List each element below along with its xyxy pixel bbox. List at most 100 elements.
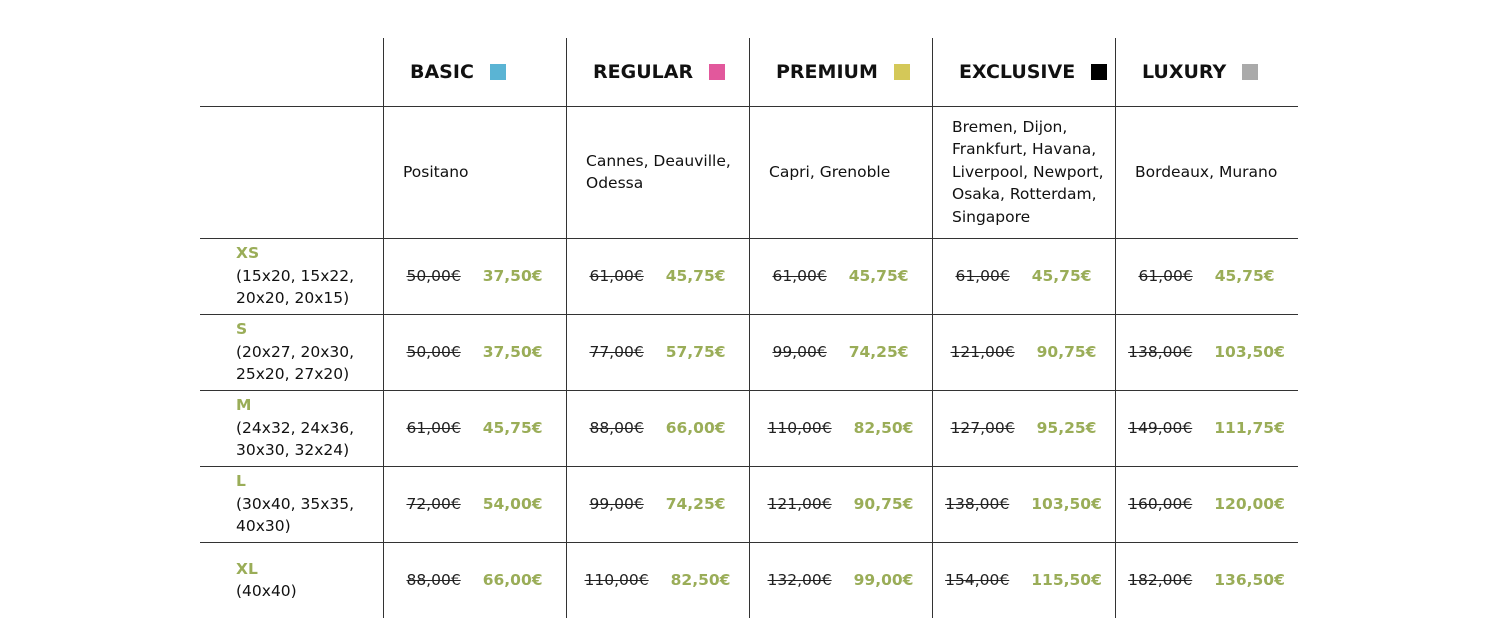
size-cell: XL (40x40)	[200, 542, 383, 618]
old-price: 61,00€	[1138, 267, 1193, 285]
new-price: 74,25€	[665, 495, 726, 513]
size-label: S	[236, 320, 248, 339]
column-name: BASIC	[410, 61, 474, 83]
price-cell: 121,00€ 90,75€	[932, 314, 1115, 390]
new-price: 95,25€	[1036, 419, 1097, 437]
old-price: 127,00€	[950, 419, 1015, 437]
color-swatch	[709, 64, 726, 80]
color-swatch	[489, 64, 506, 80]
price-cell: 61,00€ 45,75€	[566, 238, 749, 314]
size-dimensions: (40x40)	[236, 582, 297, 600]
cities: Cannes, Deauville, Odessa	[586, 151, 731, 193]
old-price: 88,00€	[589, 419, 644, 437]
price-cell: 99,00€ 74,25€	[566, 466, 749, 542]
new-price: 136,50€	[1214, 571, 1285, 589]
price-cell: 72,00€ 54,00€	[383, 466, 566, 542]
price-cell: 110,00€ 82,50€	[566, 542, 749, 618]
new-price: 54,00€	[482, 495, 543, 513]
new-price: 120,00€	[1214, 495, 1285, 513]
column-header: EXCLUSIVE	[932, 38, 1115, 106]
cities-cell: Positano	[383, 106, 566, 238]
price-cell: 138,00€ 103,50€	[932, 466, 1115, 542]
color-swatch	[893, 64, 910, 80]
old-price: 77,00€	[589, 343, 644, 361]
price-cell: 160,00€ 120,00€	[1115, 466, 1298, 542]
cities-cell: Bordeaux, Murano	[1115, 106, 1298, 238]
cities-cell: Cannes, Deauville, Odessa	[566, 106, 749, 238]
old-price: 154,00€	[945, 571, 1010, 589]
size-label: XS	[236, 244, 260, 263]
old-price: 61,00€	[406, 419, 461, 437]
new-price: 90,75€	[1036, 343, 1097, 361]
new-price: 82,50€	[670, 571, 731, 589]
old-price: 50,00€	[406, 267, 461, 285]
old-price: 61,00€	[955, 267, 1010, 285]
price-cell: 61,00€ 45,75€	[383, 390, 566, 466]
new-price: 82,50€	[853, 419, 914, 437]
new-price: 66,00€	[482, 571, 543, 589]
column-divider	[383, 38, 384, 618]
old-price: 110,00€	[767, 419, 832, 437]
new-price: 103,50€	[1031, 495, 1102, 513]
old-price: 61,00€	[589, 267, 644, 285]
column-header: BASIC	[383, 38, 566, 106]
cities: Bremen, Dijon, Frankfurt, Havana, Liverp…	[952, 117, 1104, 226]
price-cell: 88,00€ 66,00€	[566, 390, 749, 466]
price-cell: 149,00€ 111,75€	[1115, 390, 1298, 466]
cities-cell: Capri, Grenoble	[749, 106, 932, 238]
price-cell: 61,00€ 45,75€	[1115, 238, 1298, 314]
old-price: 138,00€	[945, 495, 1010, 513]
old-price: 132,00€	[767, 571, 832, 589]
size-dimensions: (24x32, 24x36, 30x30, 32x24)	[236, 418, 355, 460]
new-price: 45,75€	[848, 267, 909, 285]
new-price: 90,75€	[853, 495, 914, 513]
price-cell: 77,00€ 57,75€	[566, 314, 749, 390]
price-cell: 132,00€ 99,00€	[749, 542, 932, 618]
price-cell: 50,00€ 37,50€	[383, 314, 566, 390]
cities: Capri, Grenoble	[769, 162, 891, 181]
new-price: 45,75€	[1214, 267, 1275, 285]
price-cell: 110,00€ 82,50€	[749, 390, 932, 466]
size-cell: L (30x40, 35x35, 40x30)	[200, 466, 383, 542]
price-cell: 50,00€ 37,50€	[383, 238, 566, 314]
new-price: 45,75€	[1031, 267, 1092, 285]
old-price: 110,00€	[584, 571, 649, 589]
price-cell: 121,00€ 90,75€	[749, 466, 932, 542]
size-cell: M (24x32, 24x36, 30x30, 32x24)	[200, 390, 383, 466]
old-price: 88,00€	[406, 571, 461, 589]
size-dimensions: (30x40, 35x35, 40x30)	[236, 494, 355, 536]
size-label: XL	[236, 559, 258, 578]
old-price: 138,00€	[1128, 343, 1193, 361]
price-cell: 138,00€ 103,50€	[1115, 314, 1298, 390]
cities: Positano	[403, 162, 469, 181]
size-cell: XS (15x20, 15x22, 20x20, 20x15)	[200, 238, 383, 314]
color-swatch	[1091, 64, 1108, 80]
size-label: M	[236, 396, 252, 415]
size-label: L	[236, 472, 246, 491]
column-name: PREMIUM	[776, 61, 878, 83]
new-price: 115,50€	[1031, 571, 1102, 589]
new-price: 103,50€	[1214, 343, 1285, 361]
column-header: LUXURY	[1115, 38, 1298, 106]
old-price: 99,00€	[772, 343, 827, 361]
size-dimensions: (15x20, 15x22, 20x20, 20x15)	[236, 266, 355, 308]
column-divider	[932, 38, 933, 618]
old-price: 121,00€	[767, 495, 832, 513]
size-cell: S (20x27, 20x30, 25x20, 27x20)	[200, 314, 383, 390]
old-price: 99,00€	[589, 495, 644, 513]
column-header: REGULAR	[566, 38, 749, 106]
price-cell: 61,00€ 45,75€	[932, 238, 1115, 314]
price-cell: 61,00€ 45,75€	[749, 238, 932, 314]
new-price: 37,50€	[482, 343, 543, 361]
new-price: 37,50€	[482, 267, 543, 285]
cities-cell: Bremen, Dijon, Frankfurt, Havana, Liverp…	[932, 106, 1115, 238]
old-price: 121,00€	[950, 343, 1015, 361]
price-cell: 99,00€ 74,25€	[749, 314, 932, 390]
new-price: 45,75€	[665, 267, 726, 285]
price-cell: 88,00€ 66,00€	[383, 542, 566, 618]
cities: Bordeaux, Murano	[1135, 162, 1278, 181]
column-name: REGULAR	[593, 61, 694, 83]
column-divider	[749, 38, 750, 618]
column-name: LUXURY	[1142, 61, 1227, 83]
new-price: 66,00€	[665, 419, 726, 437]
